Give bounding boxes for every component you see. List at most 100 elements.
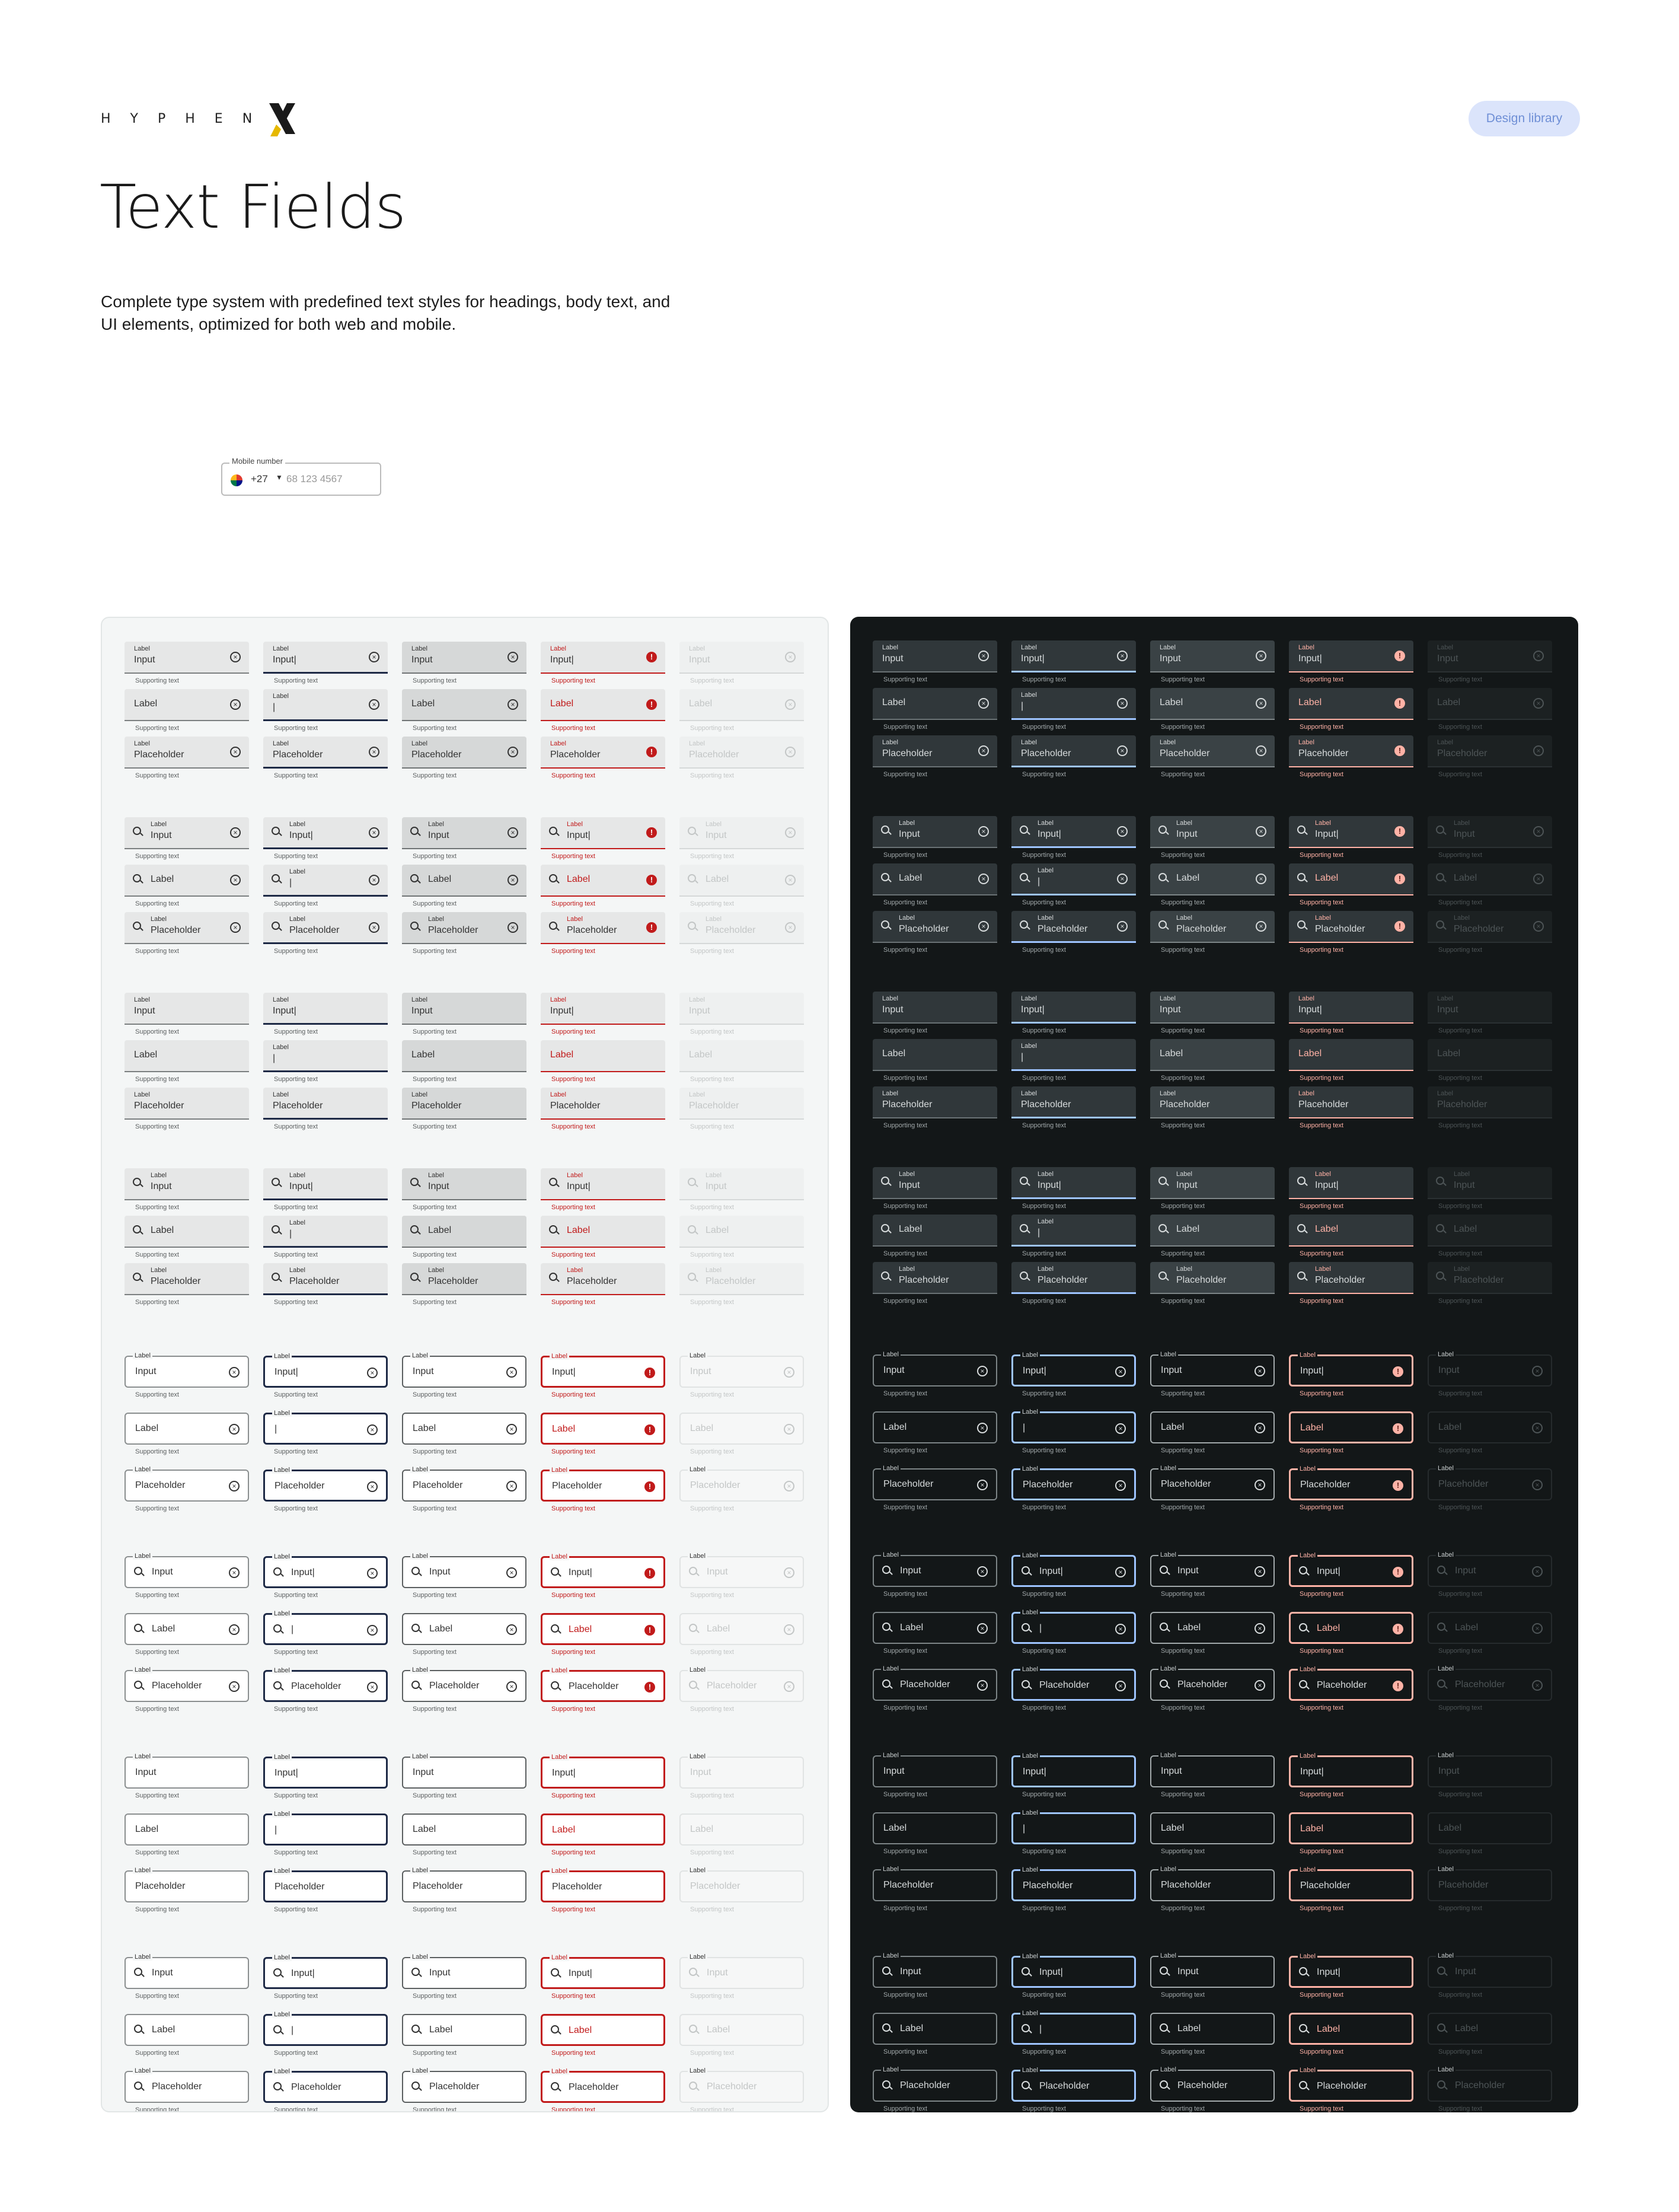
text-field-hover[interactable]: Label Input — [402, 1168, 526, 1200]
text-field-hover[interactable]: Label — [402, 1813, 526, 1846]
clear-circle-icon[interactable]: × — [230, 875, 241, 885]
clear-circle-icon[interactable]: × — [1255, 1366, 1265, 1376]
text-field-error[interactable]: Label Placeholder! — [1289, 911, 1413, 943]
clear-circle-icon[interactable]: × — [1256, 651, 1266, 661]
text-field-hover[interactable]: Label × — [402, 1413, 526, 1445]
text-field-hover[interactable]: Label — [1150, 1812, 1275, 1844]
text-field-error[interactable]: Label Placeholder — [541, 1263, 665, 1295]
text-field-hover[interactable]: Label Input — [402, 1953, 526, 1989]
clear-circle-icon[interactable]: × — [977, 1366, 988, 1376]
clear-circle-icon[interactable]: × — [1115, 1480, 1126, 1491]
text-field-default[interactable]: Label Input — [873, 1167, 997, 1199]
clear-circle-icon[interactable]: × — [1256, 874, 1266, 884]
clear-circle-icon[interactable]: × — [978, 651, 989, 661]
text-field-focus[interactable]: Label Input| — [263, 1754, 388, 1789]
text-field-error[interactable]: Label Placeholder! — [541, 1467, 665, 1502]
text-field-focus[interactable]: Label | × — [263, 1410, 388, 1445]
clear-circle-icon[interactable]: × — [1115, 1567, 1126, 1577]
text-field-error[interactable]: Label — [541, 1813, 665, 1846]
text-field-hover[interactable]: Label Input — [1150, 1952, 1275, 1988]
text-field-focus[interactable]: Label Input| × — [1011, 816, 1136, 848]
text-field-hover[interactable]: Label Placeholder — [1150, 1086, 1275, 1118]
text-field-hover[interactable]: Label Placeholder × — [1150, 1465, 1275, 1500]
text-field-default[interactable]: Label Input × — [125, 1352, 249, 1388]
clear-circle-icon[interactable]: × — [367, 1682, 378, 1693]
text-field-focus[interactable]: Label Placeholder × — [263, 1667, 388, 1702]
text-field-hover[interactable]: Label Input — [1150, 992, 1275, 1024]
text-field-default[interactable]: Label × — [125, 865, 249, 897]
text-field-focus[interactable]: Label Placeholder — [1011, 1866, 1136, 1901]
text-field-default[interactable]: Label — [873, 1039, 997, 1071]
clear-circle-icon[interactable]: × — [1115, 1423, 1126, 1434]
text-field-default[interactable]: Label Placeholder — [125, 2067, 249, 2103]
text-field-focus[interactable]: Label Placeholder — [263, 1867, 388, 1902]
text-field-default[interactable]: Label Placeholder × — [873, 735, 997, 767]
text-field-focus[interactable]: Label Input| — [263, 1168, 388, 1200]
text-field-focus[interactable]: Label | — [263, 1811, 388, 1846]
text-field-hover[interactable]: Label Input — [1150, 1167, 1275, 1199]
text-field-error[interactable]: Label Placeholder — [541, 1867, 665, 1902]
text-field-default[interactable]: Label Placeholder × — [873, 911, 997, 943]
text-field-default[interactable]: Label Input × — [125, 1553, 249, 1588]
clear-circle-icon[interactable]: × — [506, 1367, 517, 1378]
text-field-default[interactable]: Label Placeholder × — [125, 737, 249, 769]
clear-circle-icon[interactable]: × — [1117, 651, 1128, 661]
clear-circle-icon[interactable]: × — [977, 1480, 988, 1490]
text-field-hover[interactable]: Label — [402, 1040, 526, 1072]
clear-circle-icon[interactable]: × — [507, 747, 518, 757]
clear-circle-icon[interactable]: × — [1115, 1366, 1126, 1377]
text-field-error[interactable]: Label! — [1289, 1411, 1413, 1443]
text-field-default[interactable]: Label × — [125, 1413, 249, 1445]
clear-circle-icon[interactable]: × — [1256, 745, 1266, 756]
text-field-focus[interactable]: Label | × — [1011, 1609, 1136, 1644]
clear-circle-icon[interactable]: × — [507, 875, 518, 885]
clear-circle-icon[interactable]: × — [978, 826, 989, 837]
text-field-default[interactable]: Label Placeholder × — [873, 1465, 997, 1500]
text-field-hover[interactable]: Label Placeholder × — [402, 1666, 526, 1702]
clear-circle-icon[interactable]: × — [977, 1566, 988, 1577]
text-field-focus[interactable]: Label Input| × — [263, 1353, 388, 1388]
text-field-hover[interactable]: Label Placeholder — [1150, 1866, 1275, 1901]
text-field-hover[interactable]: Label — [1150, 2013, 1275, 2045]
text-field-error[interactable]: Label Placeholder — [541, 2068, 665, 2103]
chevron-down-icon[interactable]: ▼ — [276, 473, 283, 482]
text-field-hover[interactable]: Label Input × — [402, 1553, 526, 1588]
text-field-focus[interactable]: Label Placeholder × — [1011, 1465, 1136, 1500]
text-field-error[interactable]: Label — [541, 1040, 665, 1072]
text-field-focus[interactable]: Label Input| — [263, 993, 388, 1025]
text-field-focus[interactable]: Label | × — [263, 865, 388, 897]
clear-circle-icon[interactable]: × — [1117, 826, 1128, 837]
text-field-default[interactable]: Label Input — [873, 992, 997, 1024]
clear-circle-icon[interactable]: × — [977, 1423, 988, 1433]
clear-circle-icon[interactable]: × — [229, 1681, 240, 1692]
clear-circle-icon[interactable]: × — [1115, 1624, 1126, 1634]
clear-circle-icon[interactable]: × — [369, 747, 379, 757]
text-field-hover[interactable]: Label Input × — [1150, 1551, 1275, 1587]
text-field-error[interactable]: Label Input| — [1289, 1752, 1413, 1787]
text-field-error[interactable]: Label Placeholder! — [1289, 1465, 1413, 1500]
text-field-error[interactable]: Label! — [1289, 688, 1413, 720]
text-field-focus[interactable]: Label Input| × — [263, 1553, 388, 1588]
text-field-error[interactable]: Label Input|! — [1289, 1352, 1413, 1387]
text-field-error[interactable]: Label Placeholder — [1289, 2067, 1413, 2102]
clear-circle-icon[interactable]: × — [229, 1624, 240, 1635]
text-field-error[interactable]: Label Input| — [1289, 1167, 1413, 1199]
mobile-number-field[interactable]: Mobile number +27 ▼ 68 123 4567 — [221, 457, 381, 496]
text-field-default[interactable]: Label × — [873, 1411, 997, 1443]
text-field-focus[interactable]: Label | — [1011, 1039, 1136, 1071]
text-field-default[interactable]: Label Placeholder — [125, 1867, 249, 1902]
text-field-hover[interactable]: Label Placeholder — [1150, 1262, 1275, 1294]
text-field-default[interactable]: Label Input × — [873, 1351, 997, 1387]
clear-circle-icon[interactable]: × — [506, 1624, 517, 1635]
text-field-focus[interactable]: Label Input| × — [1011, 1352, 1136, 1387]
text-field-hover[interactable]: Label Input × — [402, 817, 526, 849]
text-field-default[interactable]: Label — [125, 1216, 249, 1248]
text-field-default[interactable]: Label × — [125, 1613, 249, 1645]
clear-circle-icon[interactable]: × — [229, 1424, 240, 1435]
text-field-default[interactable]: Label — [873, 1812, 997, 1844]
text-field-default[interactable]: Label Placeholder — [125, 1263, 249, 1295]
text-field-error[interactable]: Label! — [541, 1413, 665, 1445]
text-field-focus[interactable]: Label Placeholder × — [1011, 1666, 1136, 1701]
text-field-error[interactable]: Label Input|! — [541, 817, 665, 849]
text-field-hover[interactable]: Label Input × — [1150, 816, 1275, 848]
